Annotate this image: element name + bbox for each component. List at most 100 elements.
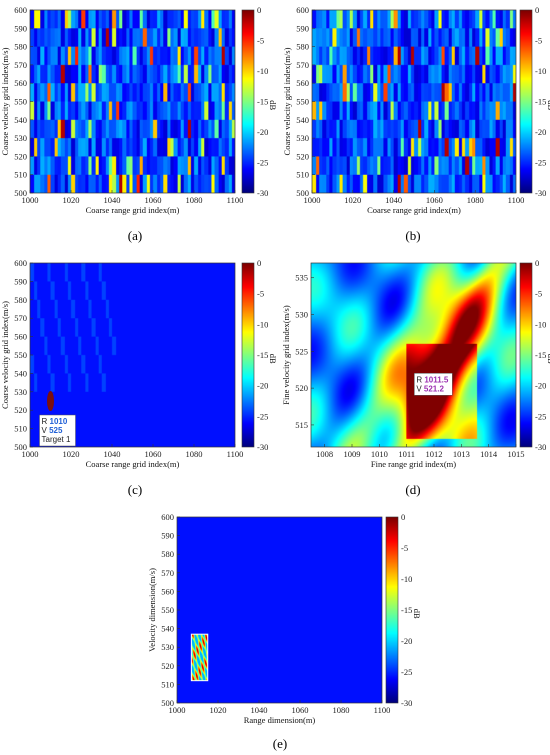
y-tick-label: 530 — [161, 642, 174, 652]
y-tick-label: 590 — [296, 23, 309, 33]
colorbar — [520, 10, 532, 193]
x-tick-label: 1060 — [145, 449, 162, 459]
y-tick-label: 550 — [14, 97, 27, 107]
colorbar-tick-label: -5 — [535, 289, 542, 299]
y-tick-label: 515 — [295, 420, 308, 430]
datatip-line: V 525 — [42, 426, 63, 435]
heatmap-e — [177, 517, 382, 703]
y-axis-label: Coarse velocity grid index(m/s) — [282, 47, 292, 155]
y-tick-label: 520 — [14, 405, 27, 415]
x-tick-label: 1100 — [374, 705, 391, 715]
datatip-value: 521.2 — [424, 384, 445, 393]
colorbar-tick-label: -5 — [257, 289, 264, 299]
y-tick-label: 600 — [14, 5, 27, 15]
x-tick-label: 1009 — [344, 449, 361, 459]
colorbar-tick-label: -5 — [401, 543, 408, 553]
y-tick-label: 530 — [14, 387, 27, 397]
datatip-line: R 1010 — [42, 417, 68, 426]
datatip-value: 1011.5 — [424, 375, 449, 384]
colorbar-tick-label: -25 — [535, 411, 546, 421]
x-tick-label: 1013 — [453, 449, 470, 459]
colorbar-tick-label: -20 — [535, 381, 546, 391]
y-tick-label: 510 — [296, 170, 309, 180]
x-tick-label: 1008 — [316, 449, 333, 459]
colorbar-tick-label: -10 — [257, 319, 268, 329]
colorbar-tick-label: -30 — [535, 442, 546, 452]
target-peak — [47, 391, 54, 411]
colorbar-tick-label: -30 — [401, 698, 412, 708]
y-tick-label: 590 — [14, 23, 27, 33]
y-tick-label: 550 — [161, 605, 174, 615]
colorbar-tick-label: -10 — [535, 319, 546, 329]
x-tick-label: 1060 — [426, 195, 443, 205]
x-tick-label: 1100 — [508, 195, 525, 205]
x-tick-label: 1080 — [333, 705, 350, 715]
colorbar-frame — [385, 516, 399, 704]
y-tick-label: 500 — [14, 188, 27, 198]
y-tick-label: 580 — [161, 549, 174, 559]
y-axis-label: Fine velocity grid index(m/s) — [281, 305, 291, 405]
colorbar-tick-label: -20 — [535, 127, 546, 137]
colorbar-unit-label: dB — [412, 609, 422, 619]
y-tick-label: 580 — [296, 42, 309, 52]
colorbar-tick-label: -10 — [535, 66, 546, 76]
y-tick-label: 580 — [14, 295, 27, 305]
colorbar-tick-label: 0 — [257, 5, 261, 15]
y-tick-label: 590 — [14, 276, 27, 286]
x-tick-label: 1000 — [22, 449, 39, 459]
datatip-key: V — [42, 426, 50, 435]
colorbar — [242, 263, 254, 447]
datatip-box — [414, 373, 453, 396]
y-tick-label: 520 — [14, 151, 27, 161]
y-tick-label: 530 — [14, 133, 27, 143]
y-tick-label: 500 — [161, 698, 174, 708]
x-tick-label: 1010 — [371, 449, 388, 459]
y-tick-label: 600 — [14, 258, 27, 268]
heatmap-b — [312, 10, 516, 193]
y-tick-label: 580 — [14, 42, 27, 52]
colorbar-tick-label: -5 — [257, 36, 264, 46]
colorbar-tick-label: -15 — [257, 350, 268, 360]
x-tick-label: 1040 — [104, 449, 121, 459]
y-tick-label: 520 — [296, 151, 309, 161]
x-tick-label: 1000 — [22, 195, 39, 205]
colorbar-tick-label: -5 — [535, 36, 542, 46]
y-tick-label: 510 — [14, 170, 27, 180]
panel-e: 1000 1020 1040 1060 1080 1100 500 510 520 530 540 5… — [147, 512, 422, 751]
x-tick-label: 1040 — [251, 705, 268, 715]
y-tick-label: 550 — [14, 350, 27, 360]
panel-caption: (c) — [128, 482, 142, 497]
datatip-line: V 521.2 — [416, 384, 444, 393]
x-tick-label: 1011 — [398, 449, 415, 459]
colorbar-tick-label: -30 — [257, 188, 268, 198]
datatip-key: R — [42, 417, 50, 426]
y-tick-label: 570 — [14, 313, 27, 323]
x-tick-label: 1040 — [104, 195, 121, 205]
y-tick-label: 570 — [14, 60, 27, 70]
x-tick-label: 1000 — [304, 195, 321, 205]
y-tick-label: 540 — [14, 115, 27, 125]
colorbar-tick-label: -30 — [257, 442, 268, 452]
y-tick-label: 570 — [161, 568, 174, 578]
colorbar-tick-label: -15 — [535, 350, 546, 360]
colorbar-frame — [241, 262, 255, 448]
x-tick-label: 1080 — [467, 195, 484, 205]
colorbar-tick-label: -25 — [535, 158, 546, 168]
heatmap-d — [311, 263, 516, 447]
colorbar — [386, 517, 398, 703]
colorbar-tick-label: -10 — [257, 66, 268, 76]
x-axis-label: Fine range grid index(m) — [371, 459, 456, 469]
y-tick-label: 550 — [296, 97, 309, 107]
datatip-line: Target 1 — [42, 435, 71, 444]
fine-inset-frame — [190, 633, 209, 682]
x-axis-label: Range dimension(m) — [244, 715, 316, 725]
y-axis-label: Velocity dimension(m/s) — [147, 568, 157, 652]
colorbar-unit-label: dB — [268, 354, 278, 364]
x-axis-label: Coarse range grid index(m) — [86, 459, 180, 469]
panel-caption: (a) — [128, 228, 142, 243]
y-tick-label: 600 — [296, 5, 309, 15]
colorbar-tick-label: -25 — [257, 411, 268, 421]
y-tick-label: 500 — [14, 442, 27, 452]
datatip-key: Target 1 — [42, 435, 71, 444]
